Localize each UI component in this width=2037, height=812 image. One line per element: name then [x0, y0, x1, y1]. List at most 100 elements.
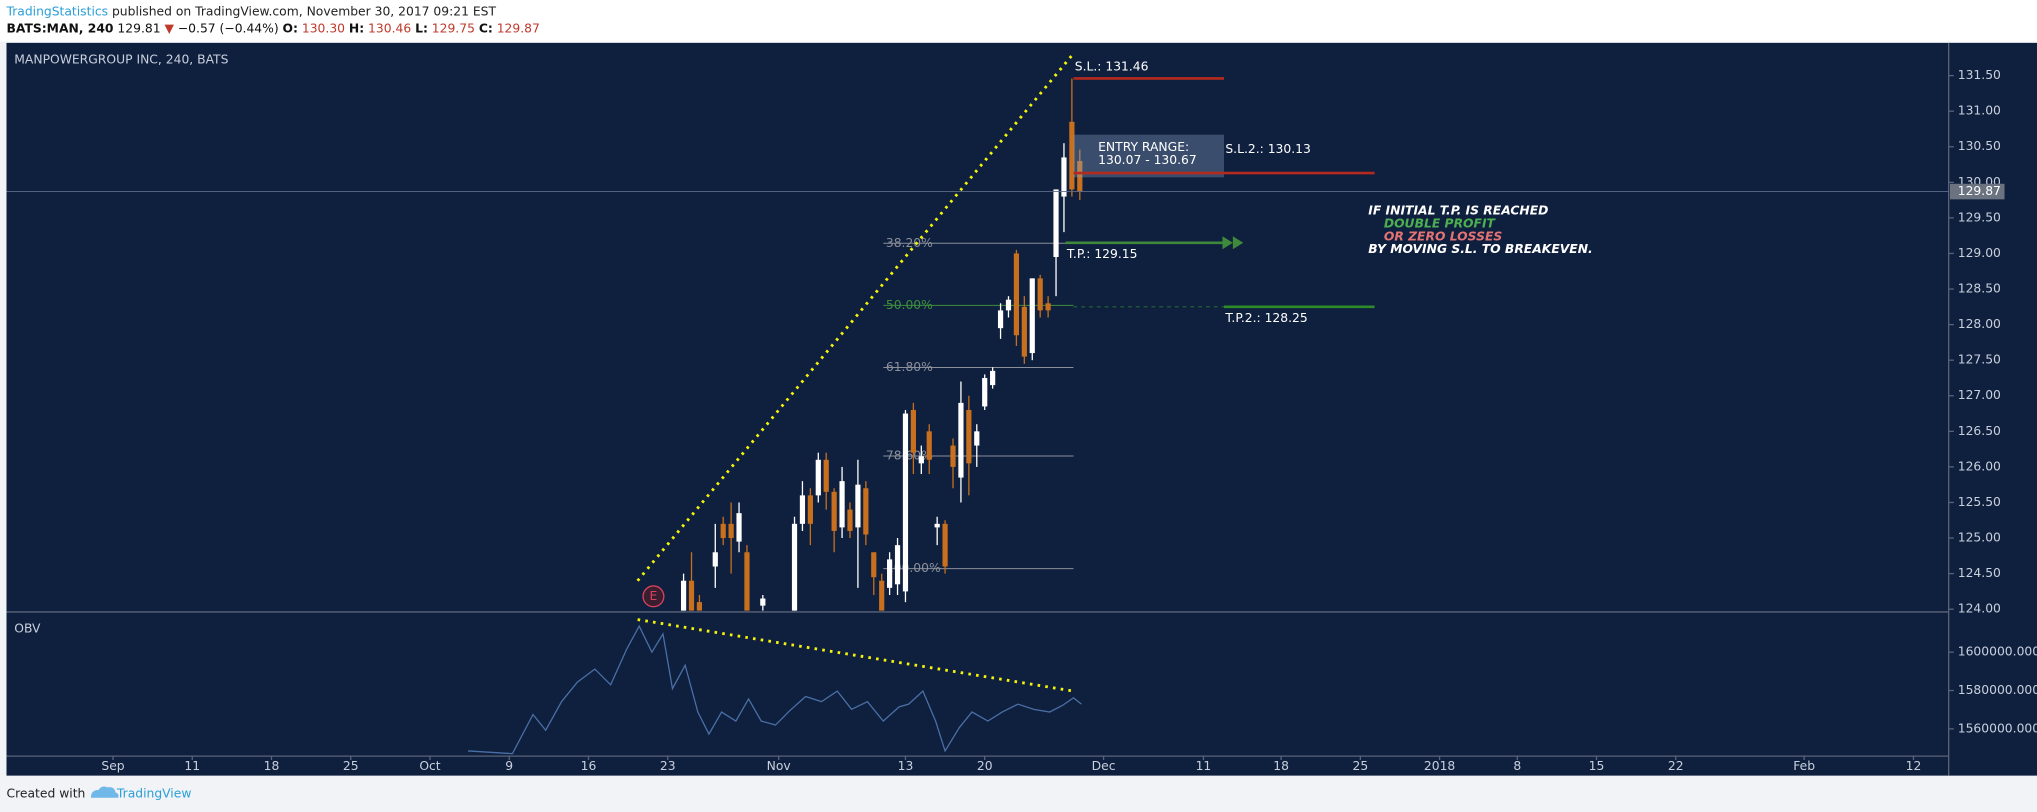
chart-title: MANPOWERGROUP INC, 240, BATS	[14, 52, 228, 66]
footer-text: Created with	[6, 786, 85, 800]
earnings-label: E	[650, 589, 658, 603]
note-line: OR ZERO LOSSES	[1384, 229, 1503, 243]
y-tick-label: 124.00	[1958, 602, 2001, 616]
price-pane: 38.20% 50.00% 61.80% 78.60% 100.00% ENTRY RAN…	[636, 52, 1593, 611]
quote-part: 129.75	[432, 21, 475, 35]
x-tick-label: 18	[1273, 759, 1289, 773]
candle-body	[815, 459, 821, 496]
candle-body	[863, 488, 869, 535]
y-tick-label: 125.50	[1958, 495, 2001, 509]
x-tick-label: 20	[977, 759, 993, 773]
y-tick-label: 126.00	[1958, 459, 2001, 473]
candle-body	[1005, 299, 1012, 311]
x-tick-label: 11	[1196, 759, 1212, 773]
level-label: S.L.2.: 130.13	[1225, 142, 1311, 156]
candle-body	[1037, 278, 1043, 311]
fib-label: 100.00%	[886, 561, 941, 575]
quote-part: −0.57 (−0.44%)	[178, 21, 279, 35]
x-tick-label: 12	[1906, 759, 1922, 773]
obv-title: OBV	[14, 621, 41, 635]
candle-body	[942, 523, 948, 567]
candle-body	[974, 431, 980, 446]
publisher[interactable]: TradingStatistics	[5, 4, 108, 18]
published: published on TradingView.com, November 3…	[112, 4, 497, 18]
y-tick-label: 129.00	[1958, 246, 2001, 260]
trendline	[636, 52, 1075, 582]
quote-part: O:	[283, 21, 298, 35]
quote-part: 129.81	[117, 21, 160, 35]
candle-body	[879, 580, 885, 611]
candle-body	[1061, 157, 1067, 197]
header-line: TradingStatistics published on TradingVie…	[5, 4, 496, 18]
quote-part: 130.46	[368, 21, 411, 35]
candle-body	[1029, 278, 1035, 354]
y-tick-label: 131.50	[1958, 68, 2001, 82]
candle-body	[807, 495, 813, 524]
y-tick-label: 1560000.0000	[1958, 721, 2037, 735]
x-tick-label: 15	[1589, 759, 1605, 773]
candle-body	[1077, 160, 1083, 192]
candle-body	[1013, 253, 1020, 336]
quote-part: H:	[349, 21, 364, 35]
x-tick-label: 22	[1668, 759, 1684, 773]
candle-body	[744, 552, 750, 611]
candle-body	[847, 509, 853, 531]
fib-label: 38.20%	[886, 236, 933, 250]
quote-part: L:	[415, 21, 428, 35]
note-line: IF INITIAL T.P. IS REACHED	[1368, 203, 1548, 217]
x-tick-label: 25	[1352, 759, 1368, 773]
candle-body	[736, 513, 742, 542]
obv-trendline	[637, 618, 1074, 693]
footer-brand[interactable]: TradingView	[116, 786, 191, 800]
quote-part: BATS:MAN, 240	[6, 21, 113, 35]
note-line: BY MOVING S.L. TO BREAKEVEN.	[1368, 242, 1592, 256]
y-tick-label: 127.50	[1958, 353, 2001, 367]
level-label: T.P.: 129.15	[1066, 247, 1138, 261]
candle-body	[855, 484, 861, 528]
candle-body	[1045, 303, 1051, 311]
candle-body	[839, 481, 845, 528]
fib-label: 78.60%	[886, 448, 933, 462]
candle-body	[871, 552, 877, 578]
y-tick-label: 124.50	[1958, 566, 2001, 580]
x-tick-label: 13	[898, 759, 914, 773]
obv-line	[467, 624, 1082, 755]
x-tick-label: Sep	[101, 759, 124, 773]
candle-body	[799, 495, 806, 524]
tradingview-logo[interactable]	[90, 786, 119, 798]
candle-body	[760, 598, 766, 606]
candle-body	[887, 559, 893, 588]
y-tick-label: 129.50	[1958, 210, 2001, 224]
candle-body	[918, 456, 924, 464]
candle-body	[926, 431, 932, 460]
y-tick-label: 131.00	[1958, 104, 2001, 118]
entry-title: ENTRY RANGE:	[1098, 140, 1189, 154]
candle-body	[728, 523, 734, 539]
x-tick-label: 8	[1513, 759, 1521, 773]
x-tick-label: Dec	[1092, 759, 1116, 773]
level-label: T.P.2.: 128.25	[1224, 311, 1307, 325]
quote-line: BATS:MAN, 240 129.81 ▼ −0.57 (−0.44%) O: 130.…	[6, 21, 539, 35]
x-tick-label: Feb	[1793, 759, 1815, 773]
candle-body	[997, 310, 1004, 329]
x-tick-label: Nov	[767, 759, 791, 773]
obv-pane	[467, 618, 1082, 755]
x-tick-label: 9	[505, 759, 513, 773]
candle-body	[680, 580, 687, 611]
candle-body	[712, 552, 718, 567]
candle-body	[894, 545, 901, 585]
level-label: S.L.: 131.46	[1075, 59, 1149, 73]
chart-bg	[6, 42, 2037, 776]
candle-body	[982, 377, 988, 407]
x-tick-label: 23	[660, 759, 676, 773]
entry-range	[1073, 134, 1225, 178]
x-tick-label: 11	[184, 759, 200, 773]
quote-part: C:	[479, 21, 493, 35]
y-tick-label: 128.50	[1958, 282, 2001, 296]
header-bg	[0, 0, 2037, 42]
candle-body	[1021, 306, 1027, 357]
candle-body	[950, 445, 956, 467]
candle-body	[934, 523, 940, 528]
